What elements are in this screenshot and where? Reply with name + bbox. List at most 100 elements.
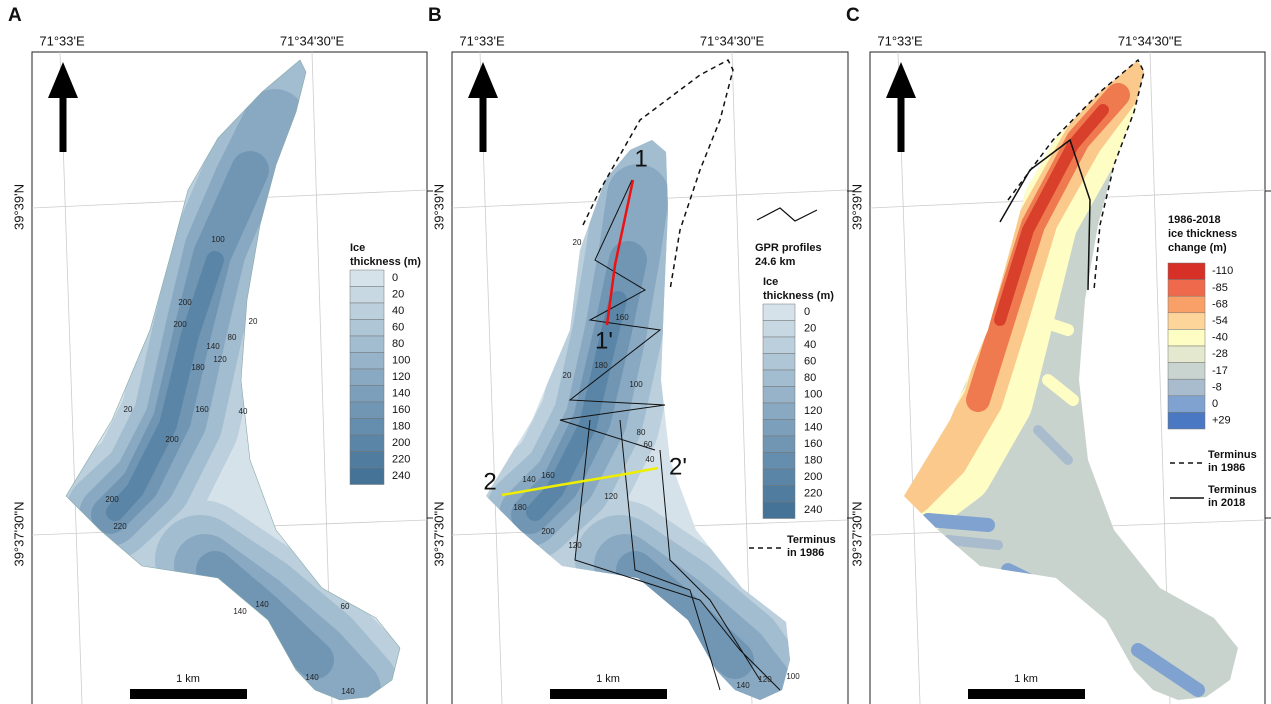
legend-swatch	[1167, 312, 1206, 330]
legend-label: 20	[804, 323, 816, 335]
contour-label: 140	[305, 673, 319, 682]
legend-label: 200	[804, 471, 822, 483]
legend-label: 60	[804, 356, 816, 368]
legend-label: -17	[1212, 365, 1228, 377]
latitude-label: 39°39'N	[431, 184, 446, 230]
legend-label: 0	[804, 306, 810, 318]
legend-swatch	[762, 402, 796, 420]
legend-label: 220	[804, 488, 822, 500]
contour-label: 140	[255, 600, 269, 609]
longitude-label: 71°34'30"E	[700, 33, 765, 48]
contour-label: 180	[513, 503, 527, 512]
contour-label: 100	[211, 235, 225, 244]
latitude-label: 39°39'N	[849, 184, 864, 230]
contour-label: 40	[239, 407, 248, 416]
legend-swatch	[1167, 295, 1206, 314]
legend-label: +29	[1212, 415, 1231, 427]
legend-swatch	[1167, 362, 1206, 380]
legend-swatch	[349, 385, 385, 403]
legend-swatch	[762, 485, 796, 503]
north-arrow-head	[886, 62, 916, 98]
longitude-label: 71°33'E	[877, 33, 923, 48]
legend-swatch	[1167, 395, 1206, 413]
contour-label: 200	[178, 298, 192, 307]
contour-label: 120	[758, 675, 772, 684]
legend-label: 100	[804, 389, 822, 401]
legend-swatch	[762, 353, 796, 371]
contour-label: 60	[341, 602, 350, 611]
terminus-label: in 1986	[1208, 462, 1245, 474]
scale-bar-label: 1 km	[596, 673, 620, 685]
panel-a: A 71°33'E 71°34'30"E 39°39'N 39°37'30"N 1 km 1…	[8, 5, 433, 704]
legend-swatch	[762, 419, 796, 437]
gpr-label: GPR profiles	[755, 242, 822, 254]
legend-label: 0	[1212, 398, 1218, 410]
legend-label: 140	[804, 422, 822, 434]
legend-label: 140	[392, 388, 410, 400]
contour-label: 180	[191, 363, 205, 372]
legend-swatch	[762, 452, 796, 470]
legend-label: 240	[392, 470, 410, 482]
legend-swatch	[1167, 378, 1206, 397]
legend-label: -54	[1212, 315, 1228, 327]
longitude-label: 71°33'E	[459, 33, 505, 48]
contour-label: 20	[573, 238, 582, 247]
legend-swatch	[1167, 412, 1206, 430]
longitude-label: 71°33'E	[39, 33, 85, 48]
contour-label: 80	[228, 333, 237, 342]
panel-label: A	[8, 5, 22, 26]
legend-label: -28	[1212, 348, 1228, 360]
legend-label: 200	[392, 437, 410, 449]
legend-label: 120	[392, 371, 410, 383]
scale-bar-label: 1 km	[176, 673, 200, 685]
scale-bar	[550, 689, 667, 699]
contour-label: 120	[568, 541, 582, 550]
contour-label: 20	[563, 371, 572, 380]
legend-swatch	[349, 418, 385, 436]
legend-title: 1986-2018	[1168, 214, 1221, 226]
legend-label: -85	[1212, 282, 1228, 294]
legend-label: 180	[804, 455, 822, 467]
north-arrow-head	[468, 62, 498, 98]
terminus-label: Terminus	[1208, 449, 1257, 461]
legend-swatch	[762, 468, 796, 486]
contour-label: 180	[594, 361, 608, 370]
legend-swatch	[349, 368, 385, 386]
contour-label: 120	[213, 355, 227, 364]
legend-title: change (m)	[1168, 242, 1227, 254]
latitude-label: 39°37'30"N	[849, 501, 864, 566]
panel-c: C 71°33'E 71°34'30"E 39°39'N 39°37'30"N 1 km 1…	[846, 5, 1271, 704]
panel-label: C	[846, 5, 860, 26]
terminus-label: in 1986	[787, 547, 824, 559]
legend-label: -40	[1212, 332, 1228, 344]
legend-label: 80	[804, 372, 816, 384]
terminus-label: in 2018	[1208, 497, 1245, 509]
legend-label: 240	[804, 504, 822, 516]
contour-label: 140	[341, 687, 355, 696]
contour-label: 80	[637, 428, 646, 437]
contour-label: 220	[113, 522, 127, 531]
legend-swatch	[762, 435, 796, 453]
contour-label: 20	[124, 405, 133, 414]
legend-swatch	[349, 302, 385, 320]
gpr-label: 24.6 km	[755, 256, 796, 268]
north-arrow-head	[48, 62, 78, 98]
panel-b: B 71°33'E 71°34'30"E 39°39'N 39°37'30"N 1 km 2…	[428, 5, 853, 704]
latitude-label: 39°39'N	[11, 184, 26, 230]
contour-label: 160	[615, 313, 629, 322]
legend-swatch	[349, 319, 385, 337]
longitude-label: 71°34'30"E	[1118, 33, 1183, 48]
legend-title: Ice	[763, 276, 778, 288]
contour-label: 100	[629, 380, 643, 389]
legend-swatch	[349, 335, 385, 353]
contour-label: 200	[105, 495, 119, 504]
legend-label: 160	[392, 404, 410, 416]
legend-label: 160	[804, 438, 822, 450]
legend-label: 100	[392, 355, 410, 367]
scale-bar	[968, 689, 1085, 699]
legend-swatch	[762, 501, 796, 519]
legend-label: -68	[1212, 298, 1228, 310]
contour-label: 160	[541, 471, 555, 480]
legend-label: -8	[1212, 381, 1222, 393]
